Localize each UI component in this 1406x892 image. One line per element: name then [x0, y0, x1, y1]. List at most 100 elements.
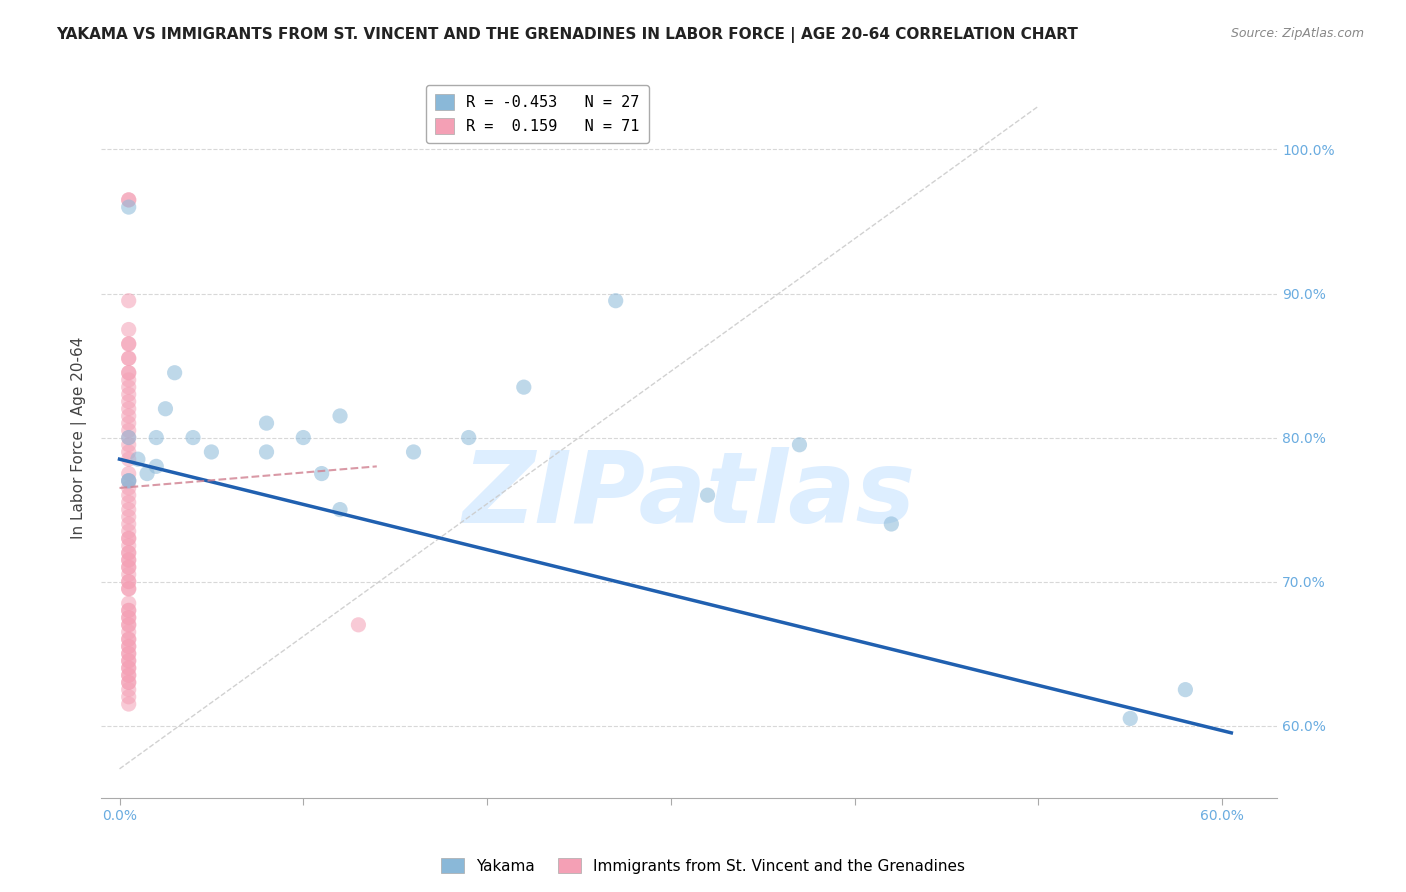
- Point: [292, 431, 315, 445]
- Point: [127, 452, 149, 467]
- Point: [155, 401, 177, 416]
- Point: [118, 373, 141, 387]
- Point: [118, 675, 141, 690]
- Point: [118, 502, 141, 516]
- Point: [118, 387, 141, 401]
- Point: [118, 293, 141, 308]
- Point: [118, 682, 141, 697]
- Point: [347, 617, 370, 632]
- Point: [118, 647, 141, 661]
- Point: [329, 409, 352, 423]
- Point: [118, 647, 141, 661]
- Point: [118, 495, 141, 509]
- Text: ZIPatlas: ZIPatlas: [463, 447, 915, 544]
- Legend: R = -0.453   N = 27, R =  0.159   N = 71: R = -0.453 N = 27, R = 0.159 N = 71: [426, 85, 648, 143]
- Point: [118, 668, 141, 682]
- Point: [789, 438, 811, 452]
- Point: [118, 351, 141, 366]
- Point: [145, 459, 167, 474]
- Point: [118, 532, 141, 546]
- Point: [118, 481, 141, 495]
- Point: [329, 502, 352, 516]
- Point: [118, 509, 141, 524]
- Point: [1119, 711, 1142, 725]
- Point: [136, 467, 159, 481]
- Point: [118, 516, 141, 531]
- Point: [118, 603, 141, 617]
- Point: [118, 524, 141, 539]
- Point: [118, 474, 141, 488]
- Point: [118, 560, 141, 574]
- Point: [118, 416, 141, 430]
- Point: [163, 366, 186, 380]
- Point: [118, 351, 141, 366]
- Point: [118, 675, 141, 690]
- Point: [880, 516, 903, 531]
- Point: [118, 445, 141, 459]
- Point: [118, 610, 141, 624]
- Point: [118, 697, 141, 711]
- Point: [118, 603, 141, 617]
- Point: [118, 431, 141, 445]
- Point: [118, 193, 141, 207]
- Point: [118, 625, 141, 640]
- Point: [118, 574, 141, 589]
- Point: [513, 380, 536, 394]
- Point: [118, 596, 141, 610]
- Point: [118, 401, 141, 416]
- Point: [118, 467, 141, 481]
- Point: [118, 567, 141, 582]
- Point: [457, 431, 479, 445]
- Point: [118, 394, 141, 409]
- Point: [118, 539, 141, 553]
- Point: [118, 640, 141, 654]
- Point: [118, 431, 141, 445]
- Point: [118, 654, 141, 668]
- Point: [118, 617, 141, 632]
- Point: [118, 668, 141, 682]
- Point: [118, 193, 141, 207]
- Point: [118, 661, 141, 675]
- Point: [118, 366, 141, 380]
- Point: [118, 574, 141, 589]
- Point: [118, 337, 141, 351]
- Point: [118, 632, 141, 647]
- Text: YAKAMA VS IMMIGRANTS FROM ST. VINCENT AND THE GRENADINES IN LABOR FORCE | AGE 20: YAKAMA VS IMMIGRANTS FROM ST. VINCENT AN…: [56, 27, 1078, 43]
- Point: [118, 452, 141, 467]
- Point: [118, 661, 141, 675]
- Point: [118, 546, 141, 560]
- Point: [200, 445, 222, 459]
- Point: [256, 416, 278, 430]
- Point: [118, 322, 141, 336]
- Point: [181, 431, 204, 445]
- Point: [118, 474, 141, 488]
- Point: [256, 445, 278, 459]
- Point: [118, 640, 141, 654]
- Y-axis label: In Labor Force | Age 20-64: In Labor Force | Age 20-64: [72, 336, 87, 539]
- Point: [145, 431, 167, 445]
- Point: [118, 532, 141, 546]
- Point: [118, 546, 141, 560]
- Point: [118, 380, 141, 394]
- Point: [118, 474, 141, 488]
- Point: [118, 438, 141, 452]
- Point: [402, 445, 425, 459]
- Point: [118, 409, 141, 423]
- Point: [118, 560, 141, 574]
- Point: [118, 632, 141, 647]
- Point: [118, 553, 141, 567]
- Point: [118, 610, 141, 624]
- Point: [118, 366, 141, 380]
- Legend: Yakama, Immigrants from St. Vincent and the Grenadines: Yakama, Immigrants from St. Vincent and …: [434, 852, 972, 880]
- Point: [118, 488, 141, 502]
- Point: [696, 488, 718, 502]
- Point: [118, 200, 141, 214]
- Point: [118, 337, 141, 351]
- Point: [118, 690, 141, 704]
- Point: [311, 467, 333, 481]
- Point: [118, 423, 141, 437]
- Point: [118, 582, 141, 596]
- Point: [118, 617, 141, 632]
- Point: [1174, 682, 1197, 697]
- Point: [118, 654, 141, 668]
